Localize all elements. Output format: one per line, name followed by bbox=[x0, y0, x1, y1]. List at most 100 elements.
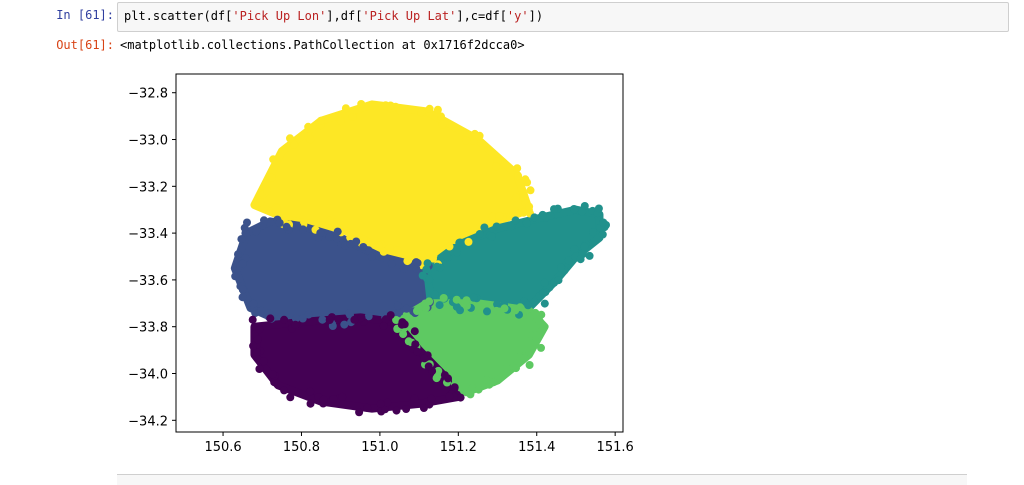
scatter-point bbox=[462, 136, 471, 145]
scatter-point bbox=[513, 164, 522, 173]
scatter-point bbox=[414, 304, 423, 313]
output-text: <matplotlib.collections.PathCollection a… bbox=[120, 38, 525, 52]
scatter-point bbox=[511, 193, 520, 202]
scatter-point bbox=[525, 202, 534, 211]
scatter-point bbox=[418, 271, 427, 280]
scatter-point bbox=[420, 354, 429, 363]
scatter-point bbox=[346, 233, 355, 242]
scatter-point bbox=[475, 230, 484, 238]
scatter-point bbox=[417, 250, 426, 259]
scatter-point bbox=[249, 341, 258, 350]
scatter-point bbox=[396, 106, 405, 115]
scatter-point bbox=[480, 223, 489, 232]
scatter-point bbox=[511, 306, 520, 315]
scatter-point bbox=[340, 320, 349, 329]
scatter-point bbox=[432, 374, 441, 383]
scatter-point bbox=[492, 162, 501, 171]
x-tick-label: 151.0 bbox=[361, 440, 398, 455]
scatter-point bbox=[519, 208, 528, 217]
scatter-point bbox=[234, 250, 242, 259]
scatter-point bbox=[341, 104, 350, 113]
scatter-point bbox=[570, 245, 579, 253]
scatter-point bbox=[280, 315, 289, 324]
plot-axes-frame bbox=[175, 73, 624, 433]
scatter-point bbox=[231, 272, 240, 281]
scatter-point bbox=[511, 216, 520, 225]
scatter-point bbox=[514, 172, 523, 180]
scatter-point bbox=[249, 299, 258, 308]
scatter-point bbox=[291, 314, 300, 323]
scatter-point bbox=[531, 308, 540, 317]
scatter-point bbox=[410, 394, 419, 403]
scatter-point bbox=[381, 315, 390, 324]
scatter-point bbox=[526, 186, 535, 195]
y-tick-label: −33.0 bbox=[128, 134, 168, 149]
scatter-point bbox=[290, 140, 299, 149]
scatter-point bbox=[393, 246, 402, 255]
y-tick-label: −34.0 bbox=[128, 368, 168, 383]
scatter-point bbox=[272, 204, 281, 213]
scatter-point bbox=[438, 120, 447, 129]
scatter-point bbox=[492, 306, 501, 315]
code-input-area[interactable]: plt.scatter(df['Pick Up Lon'],df['Pick U… bbox=[117, 2, 1009, 32]
scatter-point bbox=[357, 100, 366, 108]
scatter-point bbox=[564, 256, 573, 265]
scatter-point bbox=[483, 307, 491, 316]
code-cell[interactable]: In [61]: plt.scatter(df['Pick Up Lon'],d… bbox=[40, 0, 1024, 470]
y-tick-label: −32.8 bbox=[128, 87, 168, 102]
scatter-point bbox=[367, 252, 376, 261]
next-cell[interactable] bbox=[117, 474, 967, 485]
scatter-point bbox=[512, 364, 520, 373]
x-tick-label: 151.6 bbox=[597, 440, 634, 455]
scatter-point bbox=[376, 399, 385, 408]
scatter-point bbox=[434, 366, 443, 375]
scatter-point bbox=[442, 252, 451, 261]
scatter-point bbox=[397, 320, 406, 329]
scatter-point bbox=[325, 233, 334, 242]
scatter-point bbox=[466, 390, 475, 399]
scatter-point bbox=[474, 385, 483, 394]
scatter-point bbox=[338, 392, 347, 401]
scatter-point bbox=[298, 314, 307, 323]
scatter-point bbox=[253, 348, 261, 356]
scatter-point bbox=[413, 259, 422, 267]
scatter-point bbox=[364, 312, 373, 321]
scatter-point bbox=[392, 406, 401, 415]
scatter-point bbox=[363, 403, 372, 412]
scatter-point bbox=[422, 265, 431, 274]
scatter-point bbox=[386, 101, 395, 110]
scatter-point bbox=[266, 314, 275, 323]
scatter-point bbox=[238, 293, 247, 302]
scatter-point bbox=[427, 394, 436, 403]
output-prompt: Out[61]: bbox=[56, 38, 114, 52]
scatter-point bbox=[520, 354, 529, 363]
scatter-point bbox=[272, 156, 281, 165]
scatter-point bbox=[450, 383, 459, 392]
scatter-point bbox=[540, 278, 549, 287]
scatter-point bbox=[402, 304, 411, 313]
scatter-point bbox=[439, 294, 448, 302]
scatter-point bbox=[260, 216, 268, 225]
scatter-point bbox=[462, 296, 471, 305]
code-line[interactable]: plt.scatter(df['Pick Up Lon'],df['Pick U… bbox=[124, 9, 544, 23]
y-tick-label: −33.8 bbox=[128, 321, 168, 336]
scatter-point bbox=[537, 343, 545, 352]
scatter-point bbox=[304, 310, 313, 319]
scatter-point bbox=[423, 259, 432, 268]
scatter-point bbox=[445, 242, 454, 251]
scatter-point bbox=[255, 325, 264, 334]
scatter-point bbox=[360, 235, 368, 244]
scatter-point bbox=[435, 301, 444, 310]
scatter-point bbox=[275, 219, 284, 227]
scatter-point bbox=[540, 299, 549, 308]
scatter-point bbox=[238, 259, 247, 268]
scatter-point bbox=[252, 227, 261, 236]
x-tick-label: 151.2 bbox=[440, 440, 477, 455]
scatter-point bbox=[379, 322, 388, 330]
scatter-point bbox=[259, 357, 268, 366]
scatter-point bbox=[381, 405, 389, 414]
scatter-point bbox=[440, 371, 449, 380]
scatter-point bbox=[318, 315, 327, 324]
scatter-point bbox=[345, 309, 354, 318]
y-tick-label: −33.6 bbox=[128, 274, 168, 289]
